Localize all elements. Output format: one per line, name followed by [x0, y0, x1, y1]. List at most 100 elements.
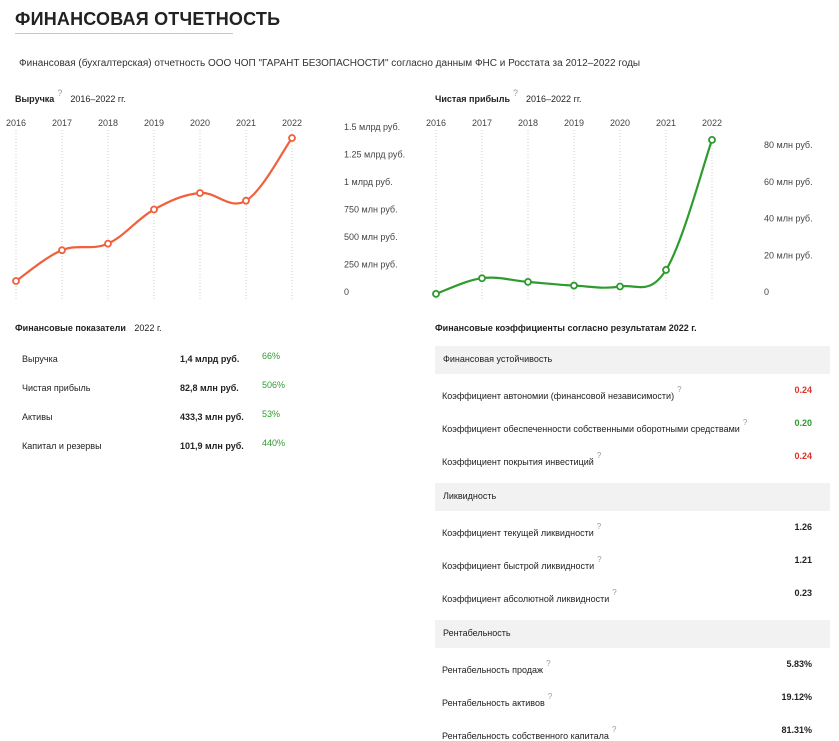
y-tick-label: 40 млн руб.: [764, 214, 813, 224]
ratio-group-header: Рентабельность: [435, 620, 830, 648]
y-tick-label: 0: [344, 287, 349, 297]
x-tick-label: 2020: [190, 118, 210, 128]
title-underline: [15, 33, 233, 34]
data-point: [288, 134, 296, 142]
indicator-value: 82,8 млн руб.: [180, 383, 239, 393]
y-tick-label: 1.5 млрд руб.: [344, 122, 400, 132]
series-line: [435, 139, 714, 295]
y-tick-label: 500 млн руб.: [344, 232, 398, 242]
x-tick-label: 2017: [52, 118, 72, 128]
x-tick-label: 2019: [564, 118, 584, 128]
help-icon[interactable]: ?: [513, 88, 519, 98]
data-point: [150, 205, 158, 214]
x-tick-label: 2021: [236, 118, 256, 128]
profit-chart-header: Чистая прибыль? 2016–2022 гг.: [435, 88, 582, 104]
x-tick-label: 2019: [144, 118, 164, 128]
indicator-label: Активы: [22, 412, 53, 422]
x-tick-label: 2018: [518, 118, 538, 128]
ratio-label: Рентабельность активов?: [442, 692, 553, 708]
ratio-group-label: Рентабельность: [443, 628, 511, 638]
ratio-label: Рентабельность продаж?: [442, 659, 551, 675]
indicator-change: 440%: [262, 438, 286, 448]
help-icon[interactable]: ?: [546, 659, 551, 668]
x-tick-label: 2017: [472, 118, 492, 128]
profit-chart: 2016 2017 2018 2019 2020 2021 2022 80 млн руб. 6…: [426, 118, 813, 300]
ratios-title: Финансовые коэффициенты согласно результ…: [435, 323, 697, 333]
data-point: [58, 246, 66, 255]
y-tick-label: 750 млн руб.: [344, 205, 398, 215]
ratio-label: Коэффициент покрытия инвестиций?: [442, 451, 602, 467]
revenue-chart-header: Выручка? 2016–2022 гг.: [15, 88, 126, 104]
x-tick-label: 2022: [702, 118, 722, 128]
indicators-title: Финансовые показатели: [15, 323, 126, 333]
ratio-value: 5.83%: [786, 659, 812, 669]
indicator-change: 506%: [262, 380, 286, 390]
indicator-change: 53%: [262, 409, 281, 419]
revenue-chart: 2016 2017 2018 2019 2020 2021 2022 1.5 млрд руб…: [6, 118, 405, 300]
ratio-group-header: Ликвидность: [435, 483, 830, 511]
ratio-value: 19.12%: [781, 692, 812, 702]
y-tick-label: 1.25 млрд руб.: [344, 150, 405, 160]
ratio-label: Рентабельность собственного капитала?: [442, 725, 617, 741]
ratio-label: Коэффициент текущей ликвидности?: [442, 522, 602, 538]
y-tick-label: 20 млн руб.: [764, 250, 813, 260]
ratio-value: 0.20: [794, 418, 812, 428]
data-point: [432, 289, 440, 298]
indicators-header: Финансовые показатели 2022 г.: [15, 323, 162, 333]
data-point: [616, 282, 624, 291]
ratio-label: Коэффициент обеспеченности собственными …: [442, 418, 748, 434]
ratio-label: Коэффициент быстрой ликвидности?: [442, 555, 602, 571]
page-subtitle: Финансовая (бухгалтерская) отчетность ОО…: [19, 58, 641, 69]
revenue-chart-period: 2016–2022 гг.: [70, 94, 126, 104]
help-icon[interactable]: ?: [742, 418, 748, 427]
profit-chart-period: 2016–2022 гг.: [526, 94, 582, 104]
data-point: [708, 135, 716, 144]
ratio-value: 1.26: [794, 522, 812, 532]
x-tick-label: 2021: [656, 118, 676, 128]
data-point: [662, 266, 670, 274]
x-tick-label: 2020: [610, 118, 630, 128]
y-tick-label: 80 млн руб.: [764, 140, 813, 150]
ratios-header: Финансовые коэффициенты согласно результ…: [435, 323, 697, 333]
help-icon[interactable]: ?: [596, 451, 602, 460]
indicator-value: 101,9 млн руб.: [180, 441, 244, 451]
help-icon[interactable]: ?: [677, 385, 682, 394]
help-icon[interactable]: ?: [612, 588, 617, 597]
data-point: [478, 274, 486, 283]
ratio-value: 0.23: [794, 588, 812, 598]
y-tick-label: 0: [764, 287, 769, 297]
ratio-value: 1.21: [794, 555, 812, 565]
help-icon[interactable]: ?: [596, 522, 602, 531]
data-point: [524, 277, 532, 286]
indicator-label: Капитал и резервы: [22, 441, 102, 451]
data-point: [570, 281, 578, 290]
indicator-label: Чистая прибыль: [22, 383, 91, 393]
ratio-group-header: Финансовая устойчивость: [435, 346, 830, 374]
indicator-value: 1,4 млрд руб.: [180, 354, 240, 364]
ratio-group-label: Финансовая устойчивость: [443, 354, 553, 364]
ratio-value: 0.24: [794, 451, 812, 461]
x-tick-label: 2018: [98, 118, 118, 128]
indicator-label: Выручка: [22, 354, 58, 364]
page-title: ФИНАНСОВАЯ ОТЧЕТНОСТЬ: [15, 9, 281, 29]
indicator-change: 66%: [262, 351, 281, 361]
ratio-value: 0.24: [794, 385, 812, 395]
data-point: [196, 189, 204, 197]
help-icon[interactable]: ?: [57, 88, 63, 98]
ratio-value: 81.31%: [781, 725, 812, 735]
indicator-value: 433,3 млн руб.: [180, 412, 244, 422]
help-icon[interactable]: ?: [597, 555, 602, 564]
data-point: [104, 239, 112, 248]
help-icon[interactable]: ?: [547, 692, 553, 701]
y-tick-label: 250 млн руб.: [344, 260, 398, 270]
data-point: [242, 196, 250, 205]
revenue-chart-title: Выручка: [15, 94, 55, 104]
indicators-year: 2022 г.: [134, 323, 162, 333]
x-tick-label: 2016: [6, 118, 26, 128]
data-point: [12, 277, 20, 285]
ratio-label: Коэффициент абсолютной ликвидности?: [442, 588, 617, 604]
x-tick-label: 2022: [282, 118, 302, 128]
help-icon[interactable]: ?: [611, 725, 617, 734]
profit-chart-title: Чистая прибыль: [435, 94, 510, 104]
y-tick-label: 60 млн руб.: [764, 177, 813, 187]
